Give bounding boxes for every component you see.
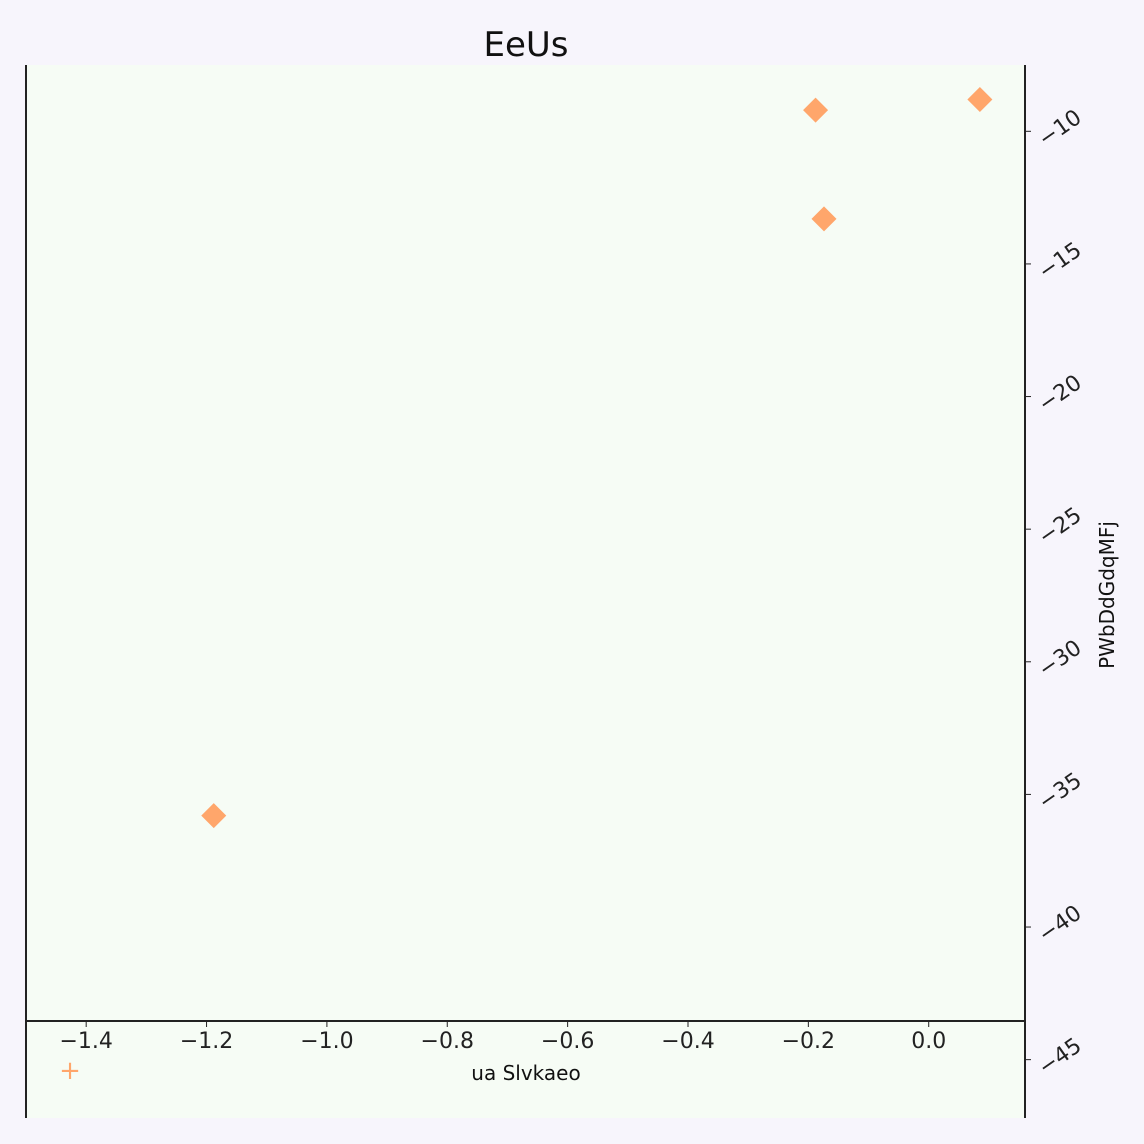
data-points (201, 86, 993, 829)
legend-marker: + (59, 1056, 81, 1086)
y-tick-label: −10 (1034, 105, 1086, 152)
y-tick-label: −40 (1034, 901, 1086, 948)
chart-title: EeUs (484, 25, 569, 65)
data-point-diamond (201, 803, 227, 829)
x-tick-label: −0.2 (782, 1029, 835, 1054)
data-point-diamond (803, 97, 829, 123)
x-tick-label: −0.4 (661, 1029, 714, 1054)
y-tick-label: −15 (1034, 238, 1086, 285)
y-tick-label: −45 (1034, 1033, 1086, 1080)
x-tick-label: −0.8 (421, 1029, 474, 1054)
plot-area (26, 65, 1025, 1118)
y-axis-ticks: −10 −15 −20 −25 −30 −35 −40 −45 (1025, 105, 1086, 1081)
y-tick-label: −30 (1034, 636, 1086, 683)
x-tick-label: −1.4 (59, 1029, 112, 1054)
y-tick-label: −20 (1034, 370, 1086, 417)
x-axis-label: ua Slvkaeo (471, 1061, 580, 1085)
y-tick-label: −35 (1034, 768, 1086, 815)
data-point-diamond (967, 86, 993, 112)
x-tick-label: −0.6 (541, 1029, 594, 1054)
x-tick-label: −1.0 (300, 1029, 353, 1054)
x-axis-ticks: −1.4 −1.2 −1.0 −0.8 −0.6 −0.4 −0.2 0.0 (59, 1021, 946, 1054)
y-axis-label: PWbDdGdqMFj (1095, 521, 1119, 669)
data-point-diamond (811, 206, 837, 232)
x-tick-label: 0.0 (911, 1029, 946, 1054)
y-tick-label: −25 (1034, 503, 1086, 550)
x-tick-label: −1.2 (180, 1029, 233, 1054)
